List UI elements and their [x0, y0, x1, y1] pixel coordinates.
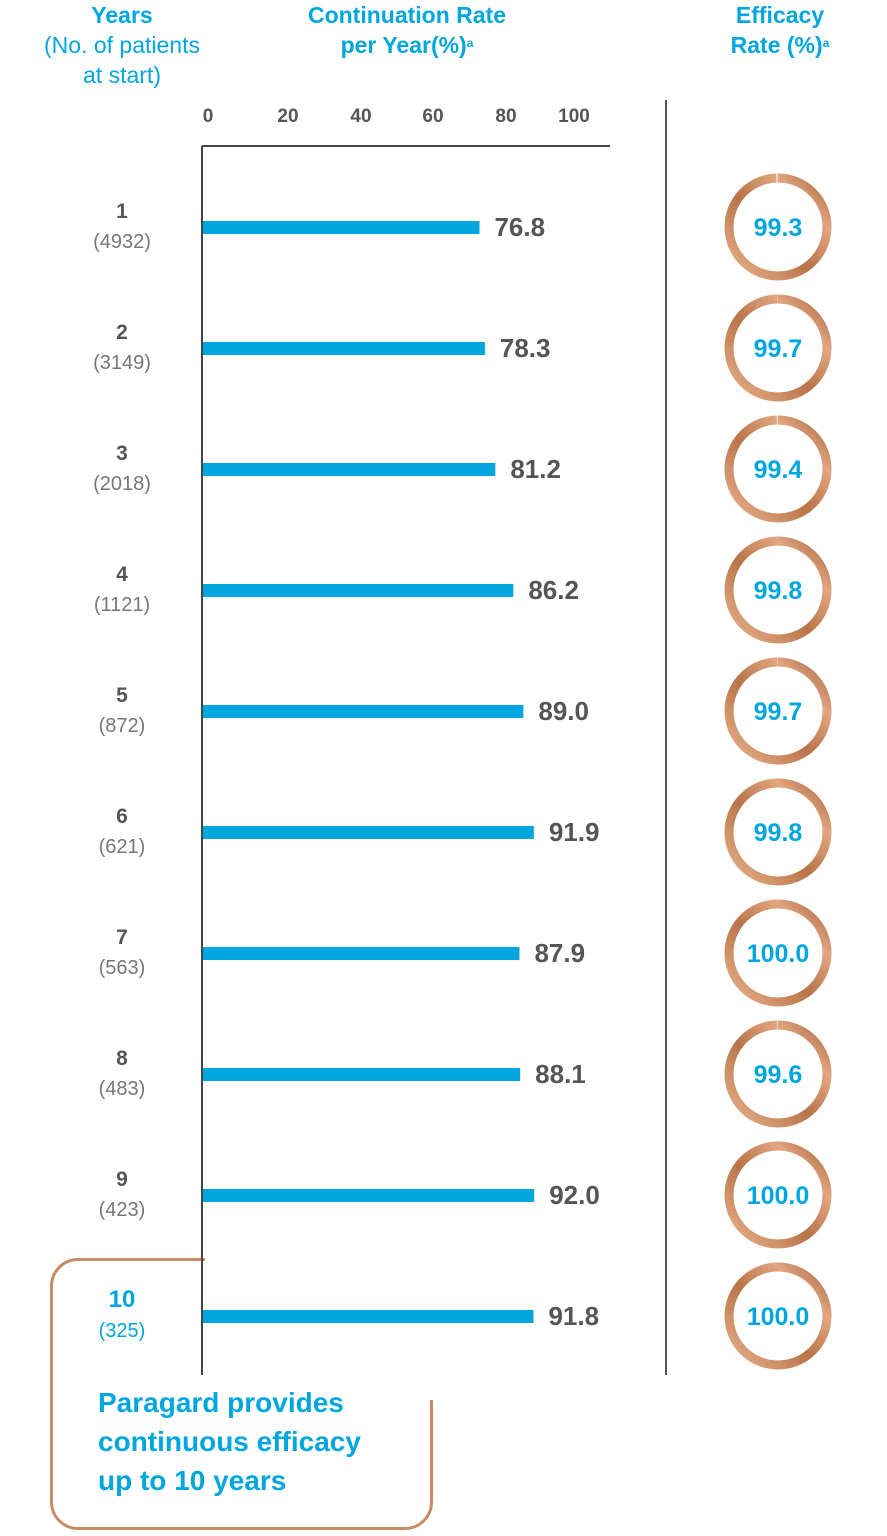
- continuation-bar: [203, 947, 520, 960]
- continuation-value-label: 81.2: [510, 454, 561, 484]
- continuation-value-label: 76.8: [494, 212, 545, 242]
- efficacy-value-label: 99.3: [754, 214, 803, 242]
- efficacy-ring-arc: [724, 1141, 832, 1249]
- efficacy-value-label: 99.7: [754, 698, 803, 726]
- callout-line-2: continuous efficacy: [98, 1426, 361, 1457]
- year-label: 5: [116, 684, 128, 707]
- x-tick-label: 80: [495, 106, 516, 127]
- year-label: 6: [116, 805, 128, 828]
- year-label: 9: [116, 1168, 128, 1191]
- years-subtitle-line-2: at start): [83, 62, 161, 88]
- rate-title-line-1: Continuation Rate: [307, 2, 507, 28]
- year-label: 3: [116, 442, 128, 465]
- patients-label: (872): [99, 715, 146, 737]
- continuation-bar: [203, 463, 496, 476]
- efficacy-value-label: 100.0: [747, 1182, 810, 1210]
- efficacy-value-label: 99.8: [754, 819, 803, 847]
- efficacy-ring-arc: [724, 657, 832, 765]
- x-tick-label: 20: [277, 106, 298, 127]
- continuation-value-label: 91.9: [549, 817, 600, 847]
- efficacy-value-label: 99.7: [754, 335, 803, 363]
- continuation-bar: [203, 1068, 521, 1081]
- continuation-bar: [203, 584, 514, 597]
- callout-line-1: Paragard provides: [98, 1387, 344, 1418]
- efficacy-ring-arc: [724, 294, 832, 402]
- continuation-value-label: 89.0: [538, 696, 589, 726]
- efficacy-title-line-1: Efficacy: [735, 2, 825, 28]
- continuation-bar: [203, 342, 485, 355]
- continuation-bar: [203, 1189, 535, 1202]
- x-tick-label: 100: [558, 106, 590, 127]
- efficacy-title-line-2: Rate (%): [730, 32, 823, 58]
- efficacy-ring-arc: [724, 173, 832, 281]
- years-title: Years: [91, 2, 153, 28]
- continuation-bar: [203, 221, 480, 234]
- year-label: 4: [116, 563, 128, 586]
- year-label: 1: [116, 200, 128, 223]
- rate-title-line-2: per Year(%): [340, 32, 467, 58]
- efficacy-ring-arc: [724, 778, 832, 886]
- years-subtitle-line-1: (No. of patients: [44, 32, 200, 58]
- continuation-bar: [203, 826, 534, 839]
- x-tick-label: 60: [422, 106, 443, 127]
- efficacy-ring-arc: [724, 536, 832, 644]
- efficacy-value-label: 99.4: [754, 456, 803, 484]
- continuation-value-label: 86.2: [528, 575, 579, 605]
- efficacy-ring-arc: [724, 1020, 832, 1128]
- rate-footnote-mark: a: [466, 36, 474, 50]
- x-tick-label: 40: [350, 106, 371, 127]
- patients-label: (483): [99, 1078, 146, 1100]
- year-label: 8: [116, 1047, 128, 1070]
- year-label: 2: [116, 321, 128, 344]
- efficacy-footnote-mark: a: [822, 36, 830, 50]
- efficacy-value-label: 100.0: [747, 1303, 810, 1331]
- patients-label: (2018): [93, 473, 151, 495]
- patients-label: (423): [99, 1199, 146, 1221]
- efficacy-ring-arc: [724, 899, 832, 1007]
- continuation-rate-header: Continuation Rate per Year(%)a: [262, 0, 552, 60]
- years-column-header: Years (No. of patients at start): [22, 0, 222, 90]
- continuation-bar: [203, 705, 524, 718]
- continuation-value-label: 92.0: [549, 1180, 600, 1210]
- efficacy-value-label: 99.6: [754, 1061, 803, 1089]
- patients-label: (563): [99, 957, 146, 979]
- callout-mask: [205, 1250, 441, 1400]
- patients-label: (3149): [93, 352, 151, 374]
- efficacy-rate-header: Efficacy Rate (%)a: [690, 0, 870, 60]
- efficacy-value-label: 99.8: [754, 577, 803, 605]
- continuation-value-label: 78.3: [500, 333, 551, 363]
- year-label: 7: [116, 926, 128, 949]
- patients-label: (621): [99, 836, 146, 858]
- efficacy-value-label: 100.0: [747, 940, 810, 968]
- efficacy-ring-arc: [724, 415, 832, 523]
- patients-label: (1121): [94, 594, 150, 616]
- continuation-value-label: 87.9: [534, 938, 585, 968]
- x-tick-label: 0: [203, 106, 214, 127]
- continuation-value-label: 88.1: [535, 1059, 586, 1089]
- efficacy-ring-arc: [724, 1262, 832, 1370]
- callout-line-3: up to 10 years: [98, 1465, 287, 1496]
- patients-label: (4932): [93, 231, 151, 253]
- callout-text: Paragard provides continuous efficacy up…: [98, 1383, 418, 1500]
